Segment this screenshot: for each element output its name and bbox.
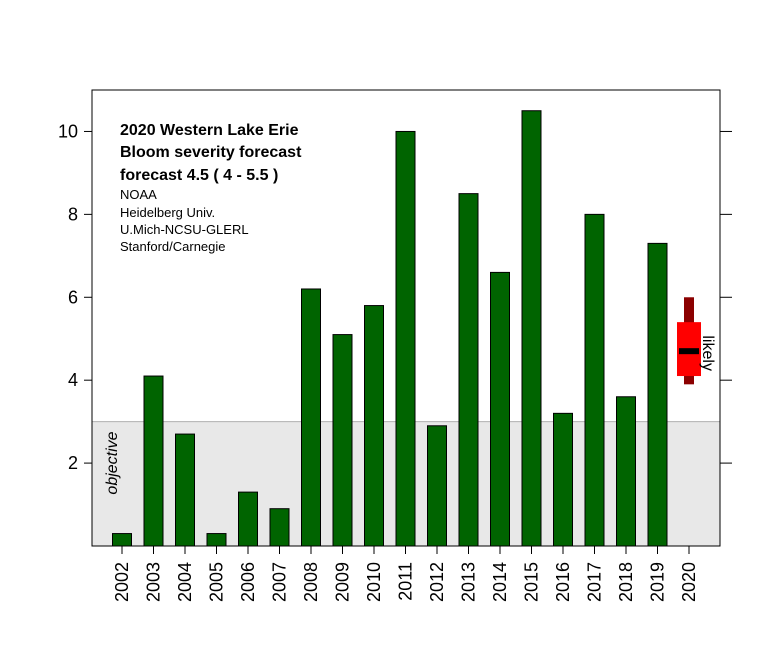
bar-2018 [616,396,636,547]
y-tick-label-8: 8 [68,204,78,224]
x-tick-label-2018: 2018 [616,562,636,602]
forecast-median [679,348,699,355]
bar-2003 [143,375,164,547]
forecast-likely-label: likely [699,335,716,371]
title-line-1: 2020 Western Lake Erie [120,122,299,139]
bar-2011 [395,130,416,547]
y-axis-right [720,130,732,464]
x-axis: 2002 2003 2004 2005 2006 2007 2008 2009 2010 2011… [112,546,699,602]
y-tick-label-6: 6 [68,287,78,307]
forecast-marker: likely [677,297,716,385]
bar-2014 [490,271,510,547]
chart-title-block: 2020 Western Lake Erie Bloom severity fo… [120,122,302,254]
bar-2019 [647,242,668,547]
bar-2015 [521,110,542,547]
bar-2006 [238,491,258,547]
x-tick-label-2011: 2011 [396,562,416,601]
x-tick-label-2005: 2005 [207,562,227,602]
x-tick-label-2017: 2017 [585,562,605,602]
credit-stanford: Stanford/Carnegie [120,239,226,254]
x-tick-label-2016: 2016 [553,562,573,602]
bar-2002 [112,533,132,547]
x-tick-label-2003: 2003 [144,562,164,602]
x-tick-label-2008: 2008 [301,562,321,602]
x-tick-label-2020: 2020 [679,562,699,602]
credit-umich: U.Mich-NCSU-GLERL [120,222,249,237]
x-tick-label-2013: 2013 [459,562,479,602]
x-tick-label-2004: 2004 [175,562,195,602]
x-tick-label-2019: 2019 [648,562,668,602]
credit-heidelberg: Heidelberg Univ. [120,205,215,220]
bar-2007 [269,508,290,547]
bar-2012 [427,425,447,547]
x-tick-label-2007: 2007 [270,562,290,602]
x-tick-label-2002: 2002 [112,562,132,602]
credit-noaa: NOAA [120,187,157,202]
bar-2009 [332,334,353,547]
bar-2004 [175,433,195,547]
x-tick-label-2010: 2010 [364,562,384,602]
bar-2017 [584,213,605,547]
bar-2013 [458,193,479,547]
y-tick-label-4: 4 [68,370,78,390]
x-tick-label-2014: 2014 [490,562,510,602]
bar-2016 [553,412,573,547]
x-tick-label-2015: 2015 [522,562,542,602]
objective-label: objective [104,431,121,494]
y-axis-left: 2 4 6 8 10 [58,121,92,473]
y-tick-label-2: 2 [68,453,78,473]
title-line-2: Bloom severity forecast [120,144,302,161]
bar-2010 [364,305,384,547]
x-tick-label-2012: 2012 [427,562,447,602]
x-tick-label-2006: 2006 [238,562,258,602]
y-tick-label-10: 10 [58,121,78,141]
bar-2008 [301,288,321,547]
title-line-3: forecast 4.5 ( 4 - 5.5 ) [120,167,278,184]
bar-2005 [206,533,227,547]
x-tick-label-2009: 2009 [333,562,353,602]
